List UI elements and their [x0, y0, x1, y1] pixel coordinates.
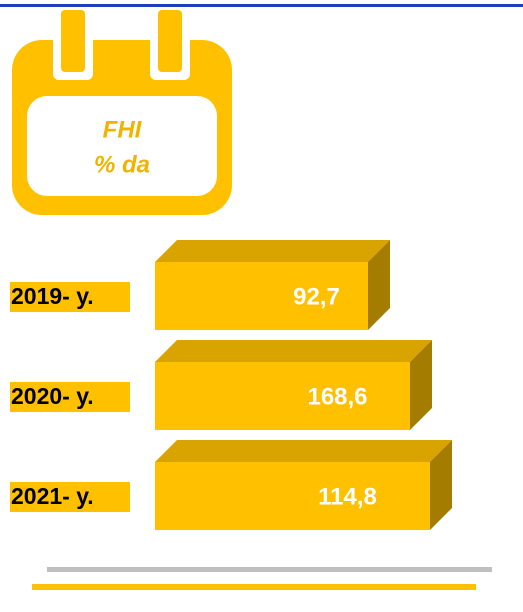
- year-label: 2019- y.: [11, 283, 94, 309]
- icon-line: % da: [94, 151, 150, 178]
- bar-side: [368, 240, 390, 330]
- calendar-icon: FHI % da: [12, 10, 232, 215]
- bar-top: [155, 240, 390, 262]
- bar-side: [430, 440, 452, 530]
- bottom-rule: [32, 584, 476, 590]
- rows: 2019- y. 92,7 2020- y. 168,6 2021- y. 114,8: [10, 240, 452, 530]
- year-label: 2021- y.: [11, 483, 94, 509]
- year-label: 2020- y.: [11, 383, 94, 409]
- top-rule: [0, 4, 523, 7]
- label-highlight: [10, 282, 130, 312]
- bar-front: [155, 462, 430, 530]
- bar-top: [155, 440, 452, 462]
- bar-top: [155, 340, 432, 362]
- bar-front: [155, 362, 410, 430]
- value-label: 114,8: [318, 483, 377, 510]
- bottom-rule: [47, 567, 492, 572]
- icon-line: FHI: [103, 116, 143, 143]
- label-highlight: [10, 382, 130, 412]
- bar-side: [410, 340, 432, 430]
- bar-front: [155, 262, 368, 330]
- label-highlight: [10, 482, 130, 512]
- value-label: 92,7: [293, 283, 340, 310]
- value-label: 168,6: [307, 383, 367, 410]
